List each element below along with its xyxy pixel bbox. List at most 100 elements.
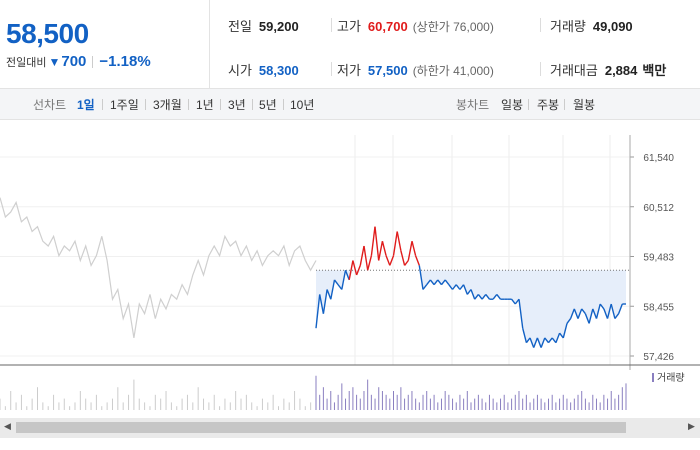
today-price-segment [492,293,498,300]
tab-period-1d[interactable]: 1일 [77,98,95,112]
today-price-segment [437,279,443,286]
tab-candle-weekly[interactable]: 주봉 [537,98,560,112]
today-price-segment [555,332,561,343]
today-price-segment [540,337,546,348]
scroll-right-arrow-icon[interactable]: ▶ [688,421,695,431]
today-price-segment [599,303,605,310]
stat-divider [540,62,541,76]
change-value: 700 [61,53,87,70]
today-price-segment [322,289,328,314]
today-price-segment [326,289,332,300]
change-divider [92,55,94,68]
today-price-segment [404,260,409,266]
tab-period-3m[interactable]: 3개월 [153,98,182,112]
today-price-segment [592,308,598,319]
today-price-segment [474,293,479,300]
today-price-segment [396,231,402,251]
tab-divider [102,99,103,110]
stat-sub: (하한가 41,000) [412,64,494,78]
tab-period-1y[interactable]: 1년 [196,98,214,112]
stat-open: 시가 58,300 [228,60,299,79]
today-price-segment [617,303,623,314]
today-price-segment [511,298,516,305]
volume-legend-label: 거래량 [657,372,685,384]
today-price-segment [477,293,483,300]
change-percent: −1.18% [99,53,151,70]
price-chart[interactable]: 61,540 60,512 59,483 58,455 57,426 거래량 [0,120,700,418]
today-price-segment [392,231,398,256]
stat-prev-close: 전일 59,200 [228,16,299,35]
today-price-segment [466,289,472,295]
tab-period-3y[interactable]: 3년 [228,98,246,112]
y-tick-label: 59,483 [643,253,674,264]
today-price-segment [315,294,321,329]
today-price-segment [547,337,553,344]
today-price-segment [581,308,586,315]
today-price-segment [337,284,343,290]
today-price-segment [595,303,601,319]
today-price-segment [355,265,361,276]
y-tick-label: 57,426 [643,352,674,363]
today-price-segment [514,298,520,305]
today-price-segment [559,332,564,339]
today-price-segment [385,255,391,266]
today-price-segment [455,284,461,290]
today-price-segment [533,337,539,348]
chart-scrollbar-thumb[interactable] [16,422,626,433]
today-price-segment [448,284,454,290]
stat-value: 58,300 [258,63,299,78]
today-price-segment [422,284,428,290]
stat-label: 거래대금 [550,63,598,78]
stat-value: 60,700 [367,19,408,34]
today-price-segment [348,260,354,281]
today-price-segment [481,293,487,300]
scroll-left-arrow-icon[interactable]: ◀ [4,421,11,431]
tab-period-1w[interactable]: 1주일 [110,98,139,112]
today-price-segment [462,284,468,295]
stat-divider [331,62,332,76]
current-price: 58,500 [6,18,89,49]
today-price-segment [370,226,376,256]
today-price-segment [529,337,535,348]
stat-label: 거래량 [550,19,586,34]
today-price-segment [588,308,594,324]
chart-footer [0,438,700,450]
today-price-segment [459,284,465,290]
today-price-segment [426,279,431,286]
today-price-segment [389,255,395,266]
change-label: 전일대비 [6,56,47,69]
stat-sub: (상한가 76,000) [412,20,494,34]
stat-value: 57,500 [367,63,408,78]
y-tick-label: 58,455 [643,302,674,313]
today-price-segment [562,323,568,339]
today-price-segment [577,308,583,319]
today-price-segment [584,313,590,324]
today-price-segment [603,308,609,319]
tab-divider [528,99,529,110]
today-price-segment [485,293,491,300]
today-price-segment [400,250,406,266]
stat-divider [331,18,332,32]
today-price-segment [536,337,542,348]
today-price-segment [470,289,476,300]
tab-candle-daily[interactable]: 일봉 [501,98,524,112]
today-price-segment [496,293,502,300]
today-price-segment [444,279,450,286]
line-chart-title: 선차트 [33,98,67,112]
volume-legend-swatch [652,373,654,382]
today-price-segment [344,269,350,281]
y-tick-label: 61,540 [643,153,674,164]
down-arrow-icon: ▼ [48,54,61,69]
today-price-segment [418,265,424,290]
tab-divider [220,99,221,110]
tab-candle-monthly[interactable]: 월봉 [573,98,596,112]
today-price-segment [330,279,336,300]
tab-period-10y[interactable]: 10년 [290,98,315,112]
today-price-segment [433,279,439,286]
candle-chart-title: 봉차트 [456,98,490,112]
stat-label: 시가 [228,63,252,78]
today-price-segment [569,308,575,319]
stat-label: 전일 [228,19,252,34]
tab-period-5y[interactable]: 5년 [259,98,277,112]
today-price-segment [341,270,347,290]
